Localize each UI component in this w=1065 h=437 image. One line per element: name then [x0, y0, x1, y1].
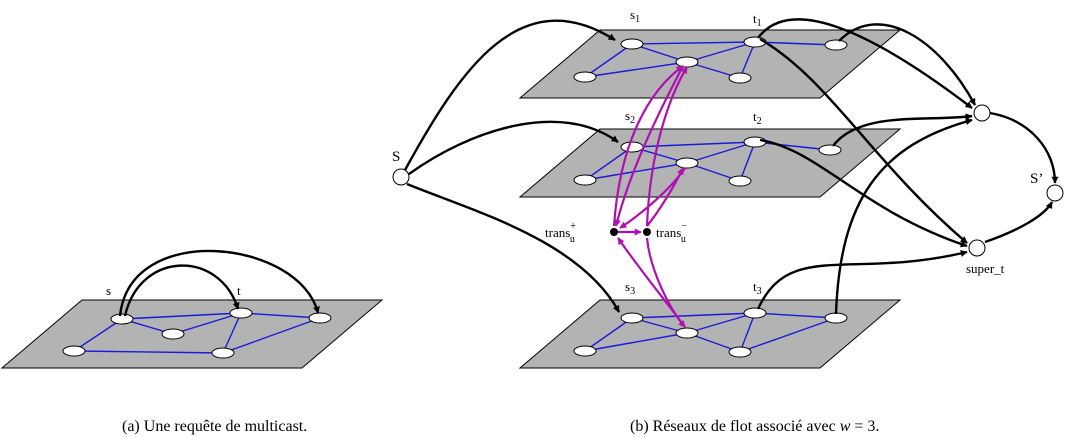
panel-a: s t (a) Une requête de multicast. — [0, 249, 384, 435]
node-trans-plus — [610, 228, 618, 236]
plane-2 — [518, 128, 902, 198]
panel-b: s1 t1 s2 — [392, 7, 1064, 435]
nodes-a — [62, 307, 332, 359]
label-source-S: S — [392, 149, 400, 165]
label-t1: t1 — [753, 11, 762, 29]
trans-arcs — [612, 65, 688, 328]
plane-a — [0, 299, 384, 369]
layer-3: s3 t3 — [518, 279, 902, 369]
label-s2: s2 — [625, 108, 635, 126]
label-t-a: t — [237, 283, 241, 298]
node-intermediate — [973, 104, 991, 122]
label-s-a: s — [106, 283, 111, 298]
node — [62, 345, 86, 357]
label-sink-S-prime: S’ — [1030, 171, 1043, 187]
label-trans-minus: trans− u — [656, 221, 687, 245]
label-super-t: super_t — [966, 261, 1005, 276]
nodes-3 — [573, 307, 848, 358]
node — [161, 328, 185, 340]
node — [308, 312, 332, 324]
plane-3 — [518, 299, 902, 369]
node-sink-S-prime — [1046, 184, 1064, 202]
node — [211, 347, 235, 359]
nodes-1 — [573, 36, 848, 84]
nodes-2 — [573, 136, 842, 187]
trans-nodes — [610, 228, 651, 236]
label-t2: t2 — [753, 109, 762, 127]
label-t3: t3 — [753, 279, 762, 297]
flow-arcs — [403, 18, 1059, 315]
node-source-S — [392, 168, 410, 186]
node-trans-minus — [643, 228, 651, 236]
layer-1: s1 t1 — [518, 7, 902, 99]
layer-2: s2 t2 — [518, 108, 902, 198]
label-s3: s3 — [625, 279, 635, 297]
label-s1: s1 — [630, 7, 640, 25]
node-super-t — [968, 239, 986, 257]
special-nodes — [392, 104, 1064, 257]
request-arcs-a — [118, 249, 320, 317]
caption-a: (a) Une requête de multicast. — [122, 418, 307, 435]
node-t — [229, 307, 253, 319]
node-s — [110, 313, 134, 325]
plane-1 — [518, 29, 902, 99]
caption-b: (b) Réseaux de flot associé avec w = 3. — [630, 418, 879, 435]
label-trans-plus: trans+ u — [545, 221, 576, 245]
